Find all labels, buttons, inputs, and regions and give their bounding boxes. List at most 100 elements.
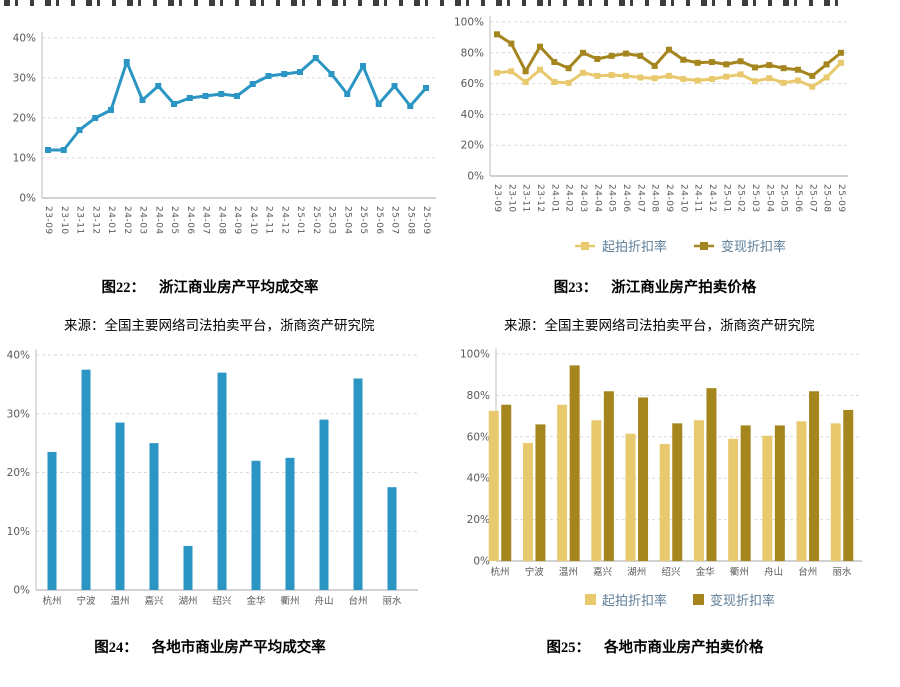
bar <box>659 444 670 561</box>
data-point-marker <box>823 61 830 68</box>
data-point-marker <box>551 79 558 86</box>
data-point-marker <box>265 73 272 79</box>
bar <box>285 457 295 590</box>
y-axis-tick-label: 40% <box>461 109 484 121</box>
data-point-marker <box>823 74 830 81</box>
data-point-marker <box>579 49 586 56</box>
data-point-marker <box>423 85 429 91</box>
data-point-marker <box>737 58 744 65</box>
category-label: 金华 <box>696 566 716 578</box>
legend-label-realize: 变现折扣率 <box>710 593 776 608</box>
category-label: 丽水 <box>382 595 402 607</box>
bar <box>522 443 533 561</box>
bar <box>81 369 91 590</box>
bar <box>183 545 193 590</box>
x-axis-tick-label: 24-02 <box>122 206 132 235</box>
x-axis-tick-label: 23-12 <box>90 206 100 235</box>
x-axis-tick-label: 25-03 <box>750 184 760 213</box>
data-point-marker <box>723 73 730 80</box>
category-label: 绍兴 <box>661 566 680 578</box>
data-point-marker <box>579 69 586 76</box>
bar <box>728 438 739 561</box>
x-axis-tick-label: 23-09 <box>43 206 53 235</box>
category-label: 嘉兴 <box>593 566 612 578</box>
x-axis-tick-label: 25-05 <box>358 206 368 235</box>
x-axis-tick-label: 24-12 <box>279 206 289 235</box>
bar <box>569 365 580 561</box>
data-point-marker <box>508 40 515 47</box>
bar-series-0 <box>47 369 397 590</box>
bar <box>115 422 125 590</box>
data-point-marker <box>344 91 351 97</box>
data-point-marker <box>766 62 773 69</box>
bar <box>535 424 546 561</box>
data-point-marker <box>186 95 193 101</box>
x-axis-tick-label: 25-08 <box>405 206 415 235</box>
x-axis-tick-label: 25-03 <box>327 206 337 235</box>
x-axis-tick-label: 23-12 <box>535 184 545 213</box>
category-label: 杭州 <box>42 595 61 607</box>
data-point-marker <box>297 69 303 75</box>
fig25-caption: 图25： 各地市商业房产拍卖价格 <box>455 636 855 657</box>
x-axis-tick-label: 23-09 <box>492 184 502 213</box>
bar <box>217 372 227 590</box>
x-axis-tick-label: 24-05 <box>607 184 617 213</box>
x-axis-tick-label: 24-10 <box>678 184 688 213</box>
category-label: 温州 <box>559 567 578 578</box>
y-axis-tick-label: 100% <box>454 17 484 29</box>
data-point-marker <box>494 69 500 76</box>
category-label: 嘉兴 <box>144 595 163 607</box>
category-labels: 杭州 宁波 温州 嘉兴 湖州 绍兴 金华 衢州 舟山 台州 丽水 <box>490 566 852 578</box>
x-axis-tick-label: 25-05 <box>779 184 789 213</box>
category-label: 湖州 <box>178 596 197 607</box>
fig23-line-chart: 0% 20% 40% 60% 80% 100% 23-09 23-10 23-11 23-12 24… <box>454 16 848 213</box>
data-point-marker <box>837 59 844 66</box>
category-label: 宁波 <box>76 595 96 607</box>
y-axis-tick-label: 60% <box>467 431 490 443</box>
bar <box>625 433 636 561</box>
x-axis-tick-label: 24-01 <box>549 184 559 213</box>
data-point-marker <box>837 49 844 56</box>
bar <box>706 388 717 561</box>
x-axis-tick-label: 24-06 <box>185 206 195 235</box>
category-label: 金华 <box>246 595 266 607</box>
legend-label-start: 起拍折扣率 <box>601 593 667 608</box>
fig24-caption-title: 各地市商业房产平均成交率 <box>151 640 326 656</box>
line-series-0 <box>45 55 429 153</box>
x-axis-tick-label: 23-11 <box>521 184 531 213</box>
data-point-marker <box>139 97 146 103</box>
bar <box>319 419 329 590</box>
x-axis-tick-label: 24-12 <box>707 184 717 213</box>
x-axis-tick-label: 24-08 <box>650 184 660 213</box>
data-point-marker <box>391 83 398 89</box>
x-axis-tick-label: 25-01 <box>721 184 731 213</box>
data-point-marker <box>651 75 658 82</box>
data-point-marker <box>665 46 672 53</box>
bar <box>353 378 363 590</box>
bar <box>796 421 807 561</box>
axes: 0% 10% 20% 30% 40% <box>13 32 436 205</box>
line-series-1 <box>494 31 844 79</box>
data-point-marker <box>218 91 225 97</box>
data-point-marker <box>680 56 687 63</box>
data-point-marker <box>375 101 382 107</box>
data-point-marker <box>651 62 658 69</box>
data-point-marker <box>281 71 288 77</box>
bar <box>501 404 512 561</box>
data-point-marker <box>751 64 758 71</box>
fig24-caption: 图24： 各地市商业房产平均成交率 <box>10 636 410 657</box>
fig22-caption-title: 浙江商业房产平均成交率 <box>159 280 319 296</box>
category-label: 湖州 <box>627 567 646 578</box>
data-point-marker <box>328 71 335 77</box>
x-axis-tick-label: 24-08 <box>216 206 226 235</box>
data-point-marker <box>536 43 543 50</box>
source-note-left: 来源：全国主要网络司法拍卖平台，浙商资产研究院 <box>64 318 375 333</box>
y-axis-tick-label: 10% <box>7 526 30 538</box>
fig23-caption-number: 图23： <box>553 280 598 296</box>
x-axis-tick-label: 24-05 <box>169 206 179 235</box>
data-point-marker <box>508 68 515 75</box>
legend-item-start-discount: 起拍折扣率 <box>574 236 667 255</box>
legend-label-realize: 变现折扣率 <box>721 239 787 254</box>
category-labels: 杭州 宁波 温州 嘉兴 湖州 绍兴 金华 衢州 舟山 台州 丽水 <box>42 595 402 607</box>
